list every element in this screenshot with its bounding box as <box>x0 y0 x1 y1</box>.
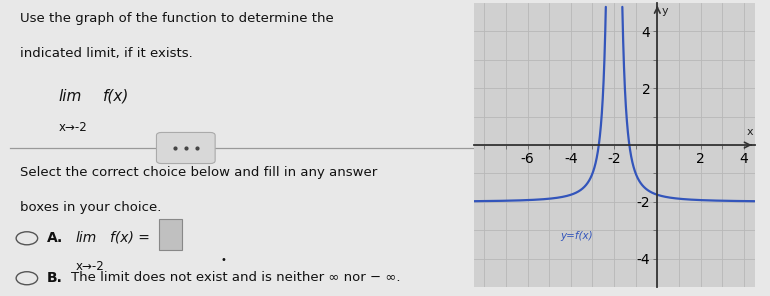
Text: boxes in your choice.: boxes in your choice. <box>19 201 161 214</box>
Text: x→-2: x→-2 <box>59 121 88 134</box>
Text: y=f(x): y=f(x) <box>560 231 593 241</box>
Text: Select the correct choice below and fill in any answer: Select the correct choice below and fill… <box>19 166 377 179</box>
Text: x→-2: x→-2 <box>75 260 105 274</box>
Text: lim: lim <box>59 89 82 104</box>
FancyBboxPatch shape <box>159 219 182 250</box>
Text: lim: lim <box>75 231 97 245</box>
Text: B.: B. <box>46 271 62 285</box>
Text: •: • <box>220 255 226 265</box>
Text: indicated limit, if it exists.: indicated limit, if it exists. <box>19 47 192 60</box>
Text: y: y <box>661 6 668 16</box>
Text: f(x) =: f(x) = <box>110 231 150 245</box>
Text: A.: A. <box>46 231 62 245</box>
Text: f(x): f(x) <box>102 89 129 104</box>
FancyBboxPatch shape <box>156 133 215 163</box>
Text: Use the graph of the function to determine the: Use the graph of the function to determi… <box>19 12 333 25</box>
Text: x: x <box>747 127 754 137</box>
Text: The limit does not exist and is neither ∞ nor − ∞.: The limit does not exist and is neither … <box>71 271 400 284</box>
